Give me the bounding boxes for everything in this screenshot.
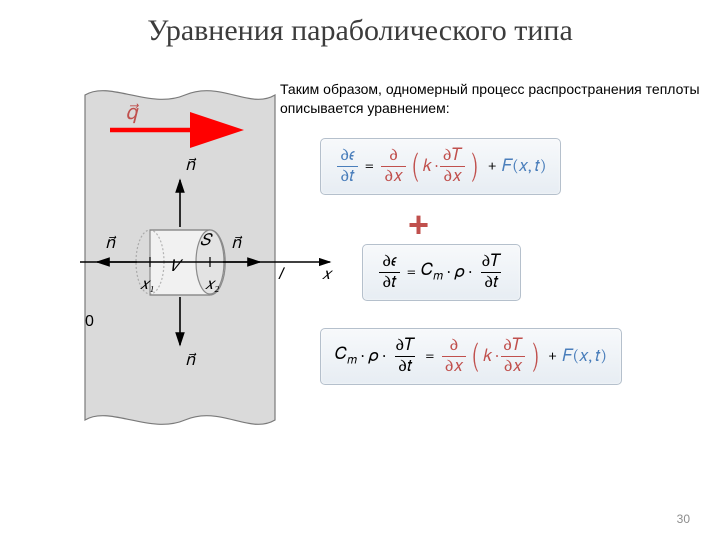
eq2-dTdt-num: ∂𝑇: [478, 253, 504, 272]
x2-label: 𝑥₂: [205, 275, 219, 294]
eq2-deps-num: ∂𝜖: [379, 253, 400, 272]
eq2-dTdt-den: ∂𝑡: [481, 272, 501, 292]
page-title: Уравнения параболического типа: [0, 14, 720, 48]
eq1-dtdx-num: ∂𝑇: [439, 147, 465, 166]
eq3-dTdx-num: ∂𝑇: [500, 337, 526, 356]
lparen2-icon: (: [472, 343, 480, 370]
eq3-ddx-num: ∂: [446, 337, 461, 356]
equation-2: ∂𝜖 ∂𝑡 = 𝐶𝑚 · 𝜌 · ∂𝑇 ∂𝑡: [362, 244, 521, 301]
eq3-F: 𝐹(𝑥, 𝑡): [562, 347, 606, 366]
eq3-dTdx-den: ∂𝑥: [501, 356, 526, 376]
equation-1: ∂𝜖 ∂𝑡 = ∂ ∂𝑥 ( 𝑘 · ∂𝑇 ∂𝑥 ) + 𝐹(𝑥, 𝑡): [320, 138, 561, 195]
eq1-deps-den: ∂𝑡: [337, 166, 357, 186]
n-label-bottom: n⃗: [185, 350, 195, 369]
x1-label: 𝑥₁: [140, 275, 154, 294]
zero-label: 0: [85, 313, 94, 331]
eq3-dTdt-num: ∂𝑇: [392, 337, 418, 356]
page-number: 30: [677, 512, 690, 526]
eq3-dot1: ·: [362, 347, 364, 366]
eq1-plus: +: [487, 157, 496, 176]
equation-3: 𝐶𝑚 · 𝜌 · ∂𝑇 ∂𝑡 = ∂ ∂𝑥 ( 𝑘 · ∂𝑇 ∂𝑥 ) + 𝐹(…: [320, 328, 622, 385]
n-label-right: n⃗: [231, 233, 241, 252]
rparen-icon: ): [471, 153, 479, 180]
eq1-ddx-num: ∂: [386, 147, 401, 166]
description-text: Таким образом, одномерный процесс распро…: [280, 80, 700, 118]
eq2-dot2: ·: [469, 263, 471, 282]
x-axis-label: 𝑥: [322, 265, 331, 284]
rparen2-icon: ): [532, 343, 540, 370]
eq3-ddx-den: ∂𝑥: [442, 356, 467, 376]
eq3-k: 𝑘 ·: [483, 347, 498, 366]
eq1-deps-num: ∂𝜖: [337, 147, 358, 166]
eq3-dot2: ·: [383, 347, 385, 366]
eq2-deps-den: ∂𝑡: [379, 272, 399, 292]
eq1-equals: =: [365, 157, 374, 176]
eq2-equals: =: [407, 263, 416, 282]
V-label: 𝑉: [170, 257, 180, 276]
l-label: 𝑙: [278, 265, 282, 284]
q-label: q⃗: [125, 100, 138, 124]
eq3-dTdt-den: ∂𝑡: [395, 356, 415, 376]
eq1-dtdx-den: ∂𝑥: [440, 166, 465, 186]
heat-strip-diagram: q⃗ n⃗ n⃗ n⃗ n⃗ 𝑉 𝑆 𝑥₁ 𝑥₂ 𝑙 𝑥 0: [55, 75, 335, 435]
eq1-ddx-den: ∂𝑥: [381, 166, 406, 186]
combine-plus-icon: +: [408, 207, 429, 243]
diagram-svg: [55, 75, 335, 435]
S-label: 𝑆: [200, 231, 211, 250]
eq3-Cm: 𝐶𝑚: [335, 345, 357, 367]
n-label-left: n⃗: [105, 233, 115, 252]
n-label-top: n⃗: [185, 155, 195, 174]
eq2-Cm: 𝐶𝑚: [421, 261, 443, 283]
eq3-equals: =: [425, 347, 434, 366]
eq2-rho: 𝜌: [455, 263, 465, 282]
lparen-icon: (: [411, 153, 419, 180]
eq3-rho: 𝜌: [369, 347, 379, 366]
eq1-F: 𝐹(𝑥, 𝑡): [502, 157, 546, 176]
eq2-dot1: ·: [448, 263, 450, 282]
eq3-plus: +: [548, 347, 557, 366]
eq1-k: 𝑘 ·: [423, 157, 438, 176]
